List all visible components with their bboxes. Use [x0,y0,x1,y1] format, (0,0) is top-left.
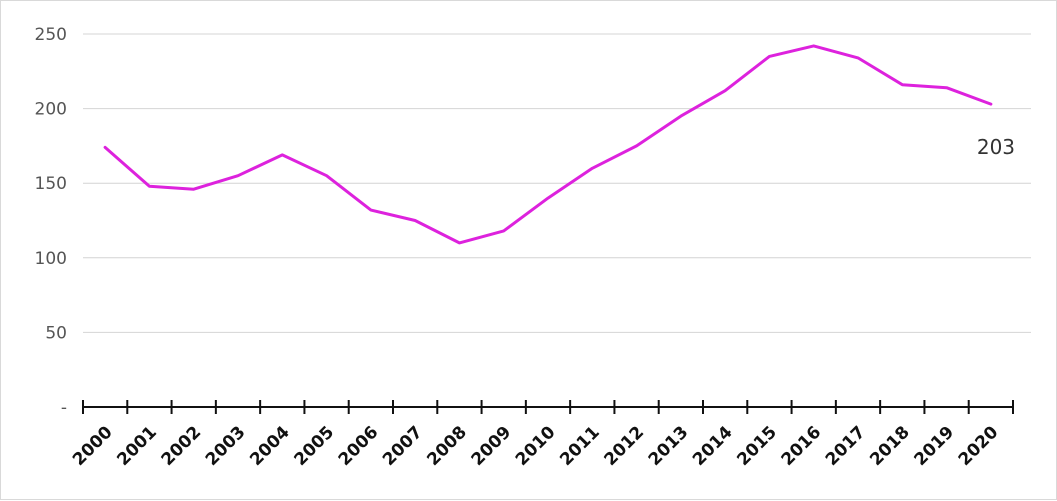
data-point-2014[interactable] [720,86,730,96]
x-tick-label-2008: 2008 [423,422,471,470]
x-tick-label-2001: 2001 [113,422,161,470]
x-tick-label-2020: 2020 [955,422,1003,470]
data-point-2009[interactable] [499,226,509,236]
x-tick-label-2014: 2014 [689,422,737,470]
data-point-2001[interactable] [144,181,154,191]
x-axis: 2000200120022003200420052006200720082009… [69,400,1014,470]
x-tick-label-2003: 2003 [202,422,250,470]
y-tick-label-100: 100 [35,249,67,269]
y-tick-label-200: 200 [35,100,67,120]
x-tick-label-2012: 2012 [600,422,648,470]
x-tick-label-2006: 2006 [335,422,383,470]
data-point-2011[interactable] [587,163,597,173]
y-tick-label-0: - [61,398,67,418]
x-tick-label-2015: 2015 [733,422,781,470]
x-tick-label-2007: 2007 [379,422,427,470]
data-point-2015[interactable] [764,51,774,61]
x-tick-label-2017: 2017 [822,422,870,470]
x-tick-label-2010: 2010 [512,422,560,470]
y-tick-label-150: 150 [35,174,67,194]
y-axis: - 50 100 150 200 250 [35,25,67,418]
data-point-2002[interactable] [189,184,199,194]
data-point-2006[interactable] [366,205,376,215]
data-point-2010[interactable] [543,193,553,203]
x-tick-label-2004: 2004 [246,422,294,470]
data-point-2008[interactable] [454,238,464,248]
data-point-2018[interactable] [897,80,907,90]
data-label-2020: 203 [977,135,1015,159]
data-point-2003[interactable] [233,171,243,181]
x-tick-label-2002: 2002 [158,422,206,470]
x-tick-label-2009: 2009 [468,422,516,470]
data-labels: 203 [977,135,1015,159]
data-point-2007[interactable] [410,216,420,226]
x-tick-label-2005: 2005 [290,422,338,470]
series-line-0 [103,44,993,245]
y-tick-label-50: 50 [45,323,67,343]
x-tick-label-2016: 2016 [778,422,826,470]
x-tick-label-2018: 2018 [866,422,914,470]
y-tick-label-250: 250 [35,25,67,45]
data-point-2005[interactable] [322,171,332,181]
data-point-2004[interactable] [277,150,287,160]
x-tick-label-2011: 2011 [556,422,604,470]
data-point-2017[interactable] [853,53,863,63]
data-point-2013[interactable] [676,111,686,121]
data-point-2019[interactable] [942,83,952,93]
data-point-2020[interactable] [986,99,996,109]
data-point-2000[interactable] [100,142,110,152]
series-group [100,41,996,248]
data-point-2012[interactable] [632,141,642,151]
gridlines [83,33,1031,333]
x-tick-label-2000: 2000 [69,422,117,470]
data-point-2016[interactable] [809,41,819,51]
x-tick-label-2019: 2019 [910,422,958,470]
x-tick-label-2013: 2013 [645,422,693,470]
